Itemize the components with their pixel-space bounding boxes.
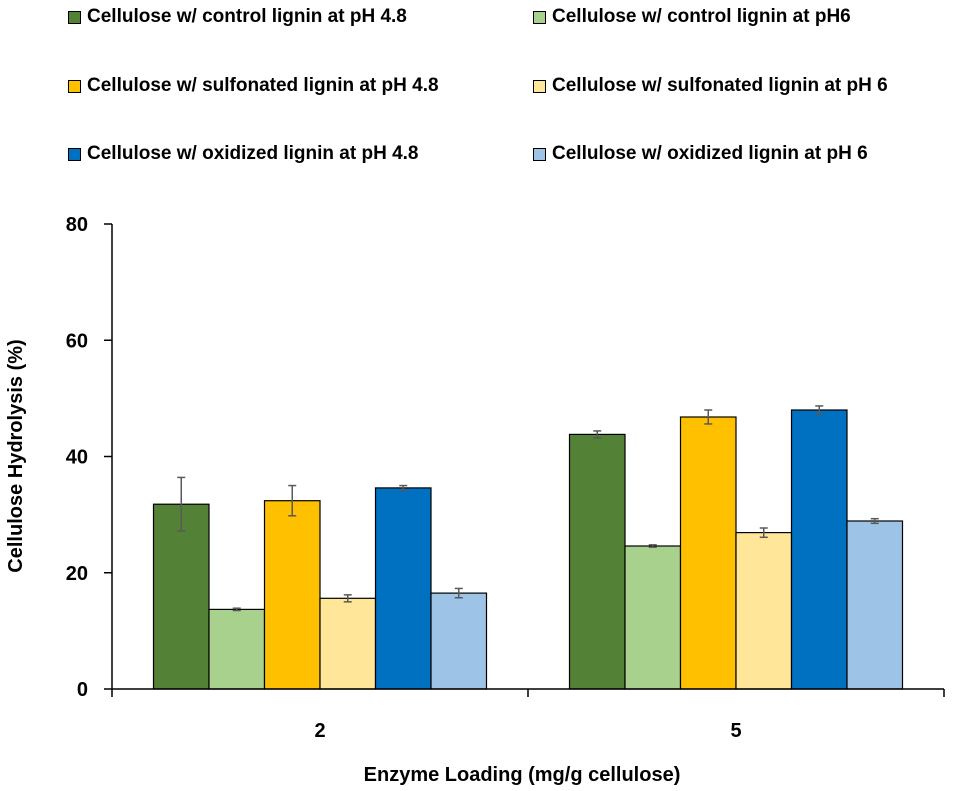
bar-5-cat-5: [790, 409, 848, 690]
x-tick-label-2: 2: [314, 720, 325, 742]
error-bar-4-cat-2: [343, 594, 352, 603]
bar-5-cat-2: [374, 487, 432, 690]
error-bars-layer: [177, 405, 879, 612]
legend-item-control-ph6: Cellulose w/ control lignin at pH6: [533, 6, 851, 28]
error-bar-2-cat-5: [648, 544, 657, 548]
legend-item-sulfonated-ph6: Cellulose w/ sulfonated lignin at pH 6: [533, 75, 888, 97]
legend-swatch-oxidized-ph6: [533, 147, 546, 161]
bar-2-cat-5: [624, 545, 682, 690]
x-axis-title: Enzyme Loading (mg/g cellulose): [364, 764, 681, 786]
bar-6-cat-2: [430, 592, 488, 690]
error-bar-4-cat-5: [759, 527, 768, 539]
error-bar-6-cat-2: [454, 587, 463, 599]
legend-swatch-sulfonated-ph48: [68, 79, 81, 93]
legend: Cellulose w/ control lignin at pH 4.8 Ce…: [0, 0, 954, 180]
legend-item-sulfonated-ph48: Cellulose w/ sulfonated lignin at pH 4.8: [68, 75, 439, 97]
x-tick-label-5: 5: [730, 720, 741, 742]
error-bar-1-cat-2: [177, 476, 186, 532]
y-tick-label-0: 0: [77, 679, 88, 701]
legend-item-control-ph48: Cellulose w/ control lignin at pH 4.8: [68, 6, 407, 28]
legend-swatch-oxidized-ph48: [68, 147, 81, 161]
y-tick-label-80: 80: [66, 214, 88, 236]
bar-1-cat-5: [568, 433, 626, 690]
error-bar-6-cat-5: [870, 517, 879, 525]
bars-layer: [152, 409, 904, 690]
error-bar-2-cat-2: [232, 607, 241, 612]
legend-label-oxidized-ph6: Cellulose w/ oxidized lignin at pH 6: [552, 143, 868, 164]
bar-1-cat-2: [152, 503, 210, 690]
legend-item-oxidized-ph48: Cellulose w/ oxidized lignin at pH 4.8: [68, 143, 419, 165]
error-bar-5-cat-2: [399, 484, 408, 491]
legend-label-control-ph6: Cellulose w/ control lignin at pH6: [552, 6, 851, 27]
legend-swatch-control-ph48: [68, 10, 81, 24]
error-bar-3-cat-5: [704, 409, 713, 425]
bar-6-cat-5: [846, 520, 904, 690]
legend-swatch-sulfonated-ph6: [533, 79, 546, 93]
legend-label-sulfonated-ph6: Cellulose w/ sulfonated lignin at pH 6: [552, 75, 888, 96]
legend-item-oxidized-ph6: Cellulose w/ oxidized lignin at pH 6: [533, 143, 868, 165]
y-tick-label-60: 60: [66, 330, 88, 352]
error-bar-5-cat-5: [815, 405, 824, 415]
legend-label-sulfonated-ph48: Cellulose w/ sulfonated lignin at pH 4.8: [87, 75, 439, 96]
bar-3-cat-5: [679, 416, 737, 690]
y-axis-title: Cellulose Hydrolysis (%): [5, 339, 27, 572]
legend-label-control-ph48: Cellulose w/ control lignin at pH 4.8: [87, 6, 407, 27]
y-tick-label-20: 20: [66, 563, 88, 585]
bar-3-cat-2: [263, 500, 321, 690]
legend-swatch-control-ph6: [533, 10, 546, 24]
bar-4-cat-5: [735, 531, 793, 690]
bar-2-cat-2: [208, 608, 266, 690]
legend-label-oxidized-ph48: Cellulose w/ oxidized lignin at pH 4.8: [87, 143, 419, 164]
error-bar-3-cat-2: [288, 484, 297, 517]
bar-4-cat-2: [319, 597, 377, 690]
y-tick-label-40: 40: [66, 447, 88, 469]
error-bar-1-cat-5: [593, 430, 602, 439]
y-ticks-layer: 0 20 40 60 80: [66, 214, 112, 701]
